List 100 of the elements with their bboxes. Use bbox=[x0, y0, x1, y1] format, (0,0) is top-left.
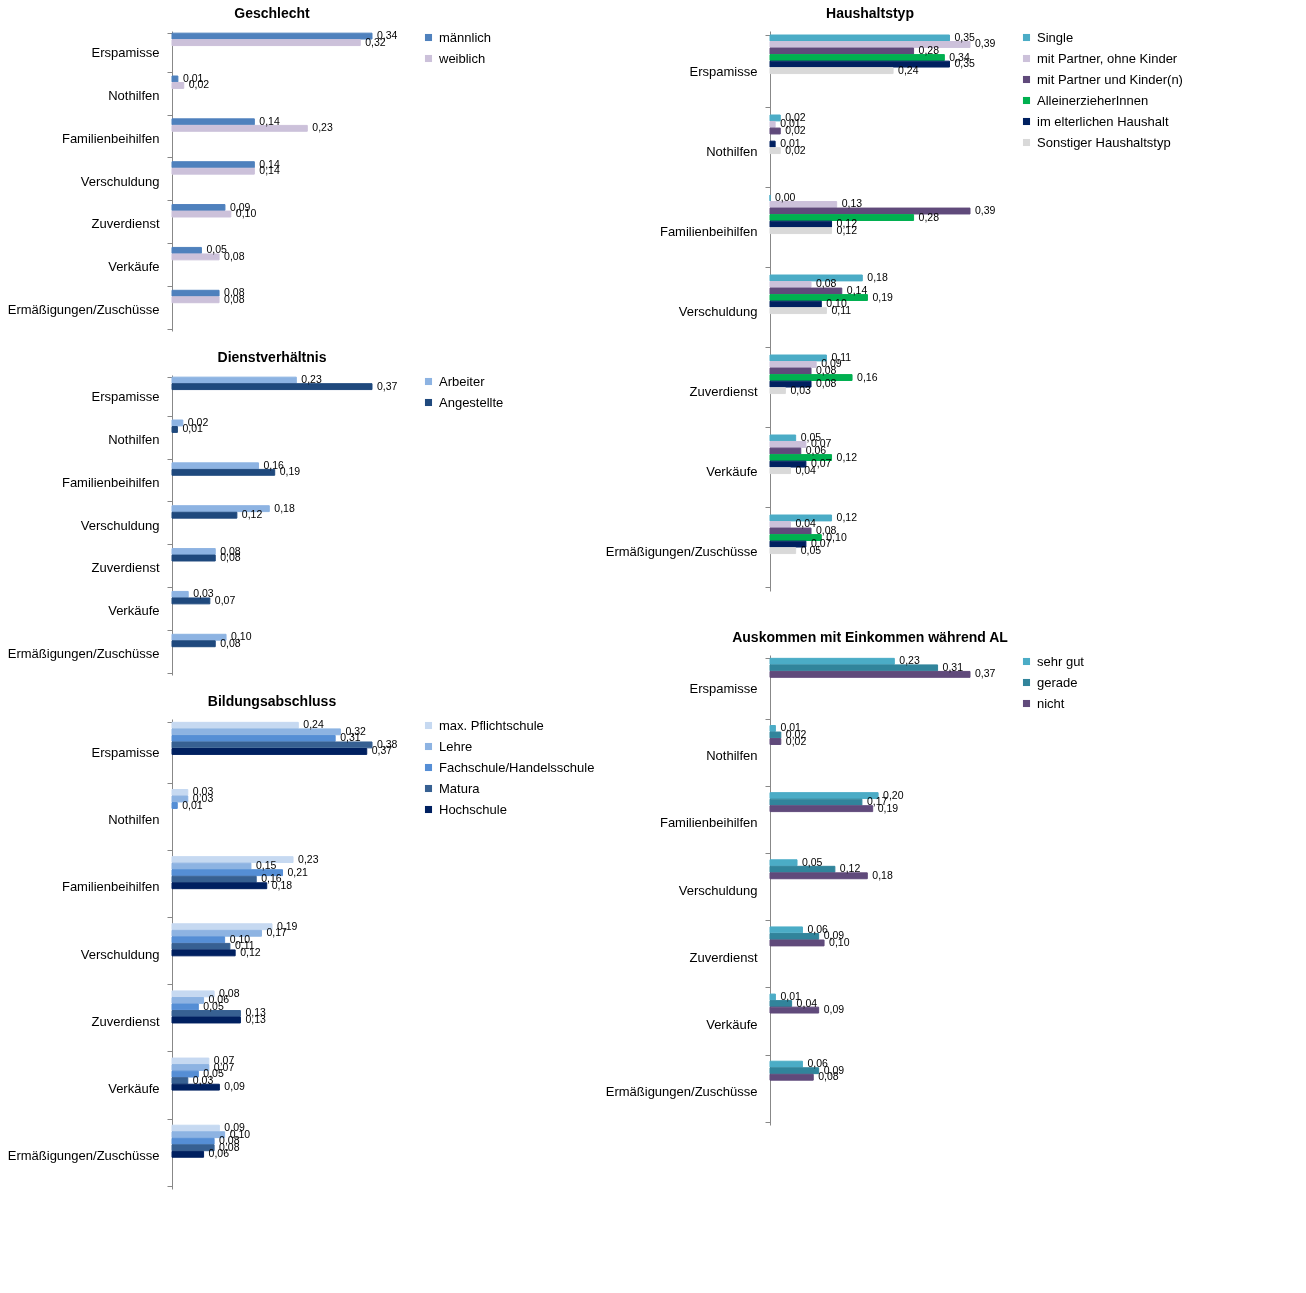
data-label: 0,19 bbox=[872, 290, 894, 303]
data-label: 0,23 bbox=[301, 373, 322, 386]
bar bbox=[171, 1003, 199, 1011]
y-tick-label: Ermäßigungen/Zuschüsse bbox=[7, 646, 160, 662]
bar bbox=[171, 419, 184, 427]
legend-label: Hochschule bbox=[439, 801, 507, 817]
bar bbox=[769, 361, 817, 368]
y-tick-label: Familienbeihilfen bbox=[659, 815, 758, 831]
bar bbox=[171, 936, 226, 944]
bar bbox=[769, 307, 827, 315]
bar bbox=[171, 462, 259, 470]
data-label: 0,07 bbox=[214, 593, 236, 606]
y-tick-label: Verschuldung bbox=[678, 882, 758, 898]
bar bbox=[769, 287, 843, 295]
bar bbox=[769, 725, 776, 732]
data-label: 0,37 bbox=[975, 667, 996, 680]
data-label: 0,14 bbox=[846, 284, 868, 297]
data-label: 0,12 bbox=[836, 450, 858, 463]
legend-label: mit Partner, ohne Kinder bbox=[1037, 50, 1178, 66]
bar bbox=[769, 454, 833, 461]
bar bbox=[769, 467, 792, 475]
data-label: 0,16 bbox=[857, 370, 878, 383]
y-tick-label: Familienbeihilfen bbox=[61, 130, 160, 146]
legend-label: Angestellte bbox=[439, 394, 504, 410]
data-label: 0,05 bbox=[802, 855, 823, 868]
bar bbox=[769, 805, 874, 813]
y-tick-label: Zuverdienst bbox=[689, 383, 758, 399]
bar bbox=[171, 640, 216, 648]
data-label: 0,37 bbox=[377, 379, 398, 392]
data-label: 0,31 bbox=[942, 660, 964, 673]
y-tick-label: Verschuldung bbox=[678, 303, 758, 319]
bar bbox=[769, 121, 776, 128]
bar bbox=[171, 1070, 199, 1078]
y-tick-label: Verschuldung bbox=[80, 517, 160, 533]
data-label: 0,18 bbox=[274, 501, 295, 514]
bar bbox=[769, 47, 915, 55]
y-tick-label: Verkäufe bbox=[108, 259, 160, 275]
data-label: 0,03 bbox=[193, 587, 214, 600]
bar bbox=[171, 949, 236, 957]
y-tick-label: Erspamisse bbox=[689, 63, 758, 79]
data-label: 0,23 bbox=[298, 852, 319, 865]
bar bbox=[769, 547, 797, 555]
bar bbox=[769, 281, 812, 288]
y-tick-label: Zuverdienst bbox=[91, 1013, 160, 1029]
bar bbox=[171, 39, 361, 47]
data-label: 0,24 bbox=[898, 63, 919, 76]
y-tick-label: Zuverdienst bbox=[91, 216, 160, 232]
bar bbox=[171, 590, 189, 598]
y-tick-label: Verkäufe bbox=[706, 463, 758, 479]
bar bbox=[769, 127, 781, 135]
y-tick-label: Verkäufe bbox=[706, 1016, 758, 1032]
legend-label: Sonstiger Haushaltstyp bbox=[1037, 134, 1171, 150]
chart-title: Bildungsabschluss bbox=[207, 693, 337, 709]
legend-label: Single bbox=[1037, 29, 1074, 45]
data-label: 0,12 bbox=[839, 862, 861, 875]
data-label: 0,12 bbox=[836, 510, 858, 523]
legend-label: gerade bbox=[1037, 674, 1078, 690]
y-tick-label: Verkäufe bbox=[108, 1080, 160, 1096]
bar bbox=[171, 795, 189, 803]
bar bbox=[769, 147, 781, 155]
bar bbox=[769, 664, 939, 672]
data-label: 0,04 bbox=[795, 517, 817, 530]
bar bbox=[769, 294, 868, 301]
chart-title: Geschlecht bbox=[234, 5, 311, 21]
bar bbox=[769, 67, 894, 75]
bar bbox=[769, 441, 807, 448]
bar bbox=[171, 554, 216, 562]
bar bbox=[769, 367, 812, 375]
bar bbox=[171, 75, 179, 83]
bar bbox=[171, 996, 205, 1004]
y-tick-label: Zuverdienst bbox=[689, 949, 758, 965]
y-tick-label: Erspamisse bbox=[689, 681, 758, 697]
bar bbox=[769, 859, 798, 867]
bar bbox=[171, 253, 220, 261]
bar bbox=[171, 1150, 205, 1158]
y-tick-label: Nothilfen bbox=[706, 143, 758, 159]
bar bbox=[171, 802, 178, 809]
data-label: 0,24 bbox=[303, 718, 324, 731]
bar bbox=[769, 447, 802, 455]
legend-label: Lehre bbox=[439, 738, 473, 754]
legend-label: im elterlichen Haushalt bbox=[1037, 113, 1169, 129]
data-label: 0,12 bbox=[241, 508, 263, 521]
bar bbox=[769, 207, 971, 215]
bar bbox=[769, 521, 792, 528]
legend-label: mit Partner und Kinder(n) bbox=[1037, 71, 1183, 87]
bar bbox=[769, 114, 781, 122]
y-tick-label: Ermäßigungen/Zuschüsse bbox=[7, 302, 160, 318]
data-label: 0,18 bbox=[867, 270, 888, 283]
bar bbox=[171, 741, 373, 749]
bar bbox=[769, 1073, 814, 1081]
data-label: 0,03 bbox=[790, 383, 811, 396]
bar bbox=[171, 426, 178, 433]
bar bbox=[171, 118, 255, 126]
bar bbox=[171, 167, 255, 175]
legend-label: nicht bbox=[1037, 695, 1065, 711]
data-label: 0,08 bbox=[816, 277, 837, 290]
y-tick-label: Verschuldung bbox=[80, 173, 160, 189]
bar bbox=[171, 376, 297, 384]
chart-title: Dienstverhältnis bbox=[217, 349, 327, 365]
y-tick-label: Verkäufe bbox=[108, 603, 160, 619]
